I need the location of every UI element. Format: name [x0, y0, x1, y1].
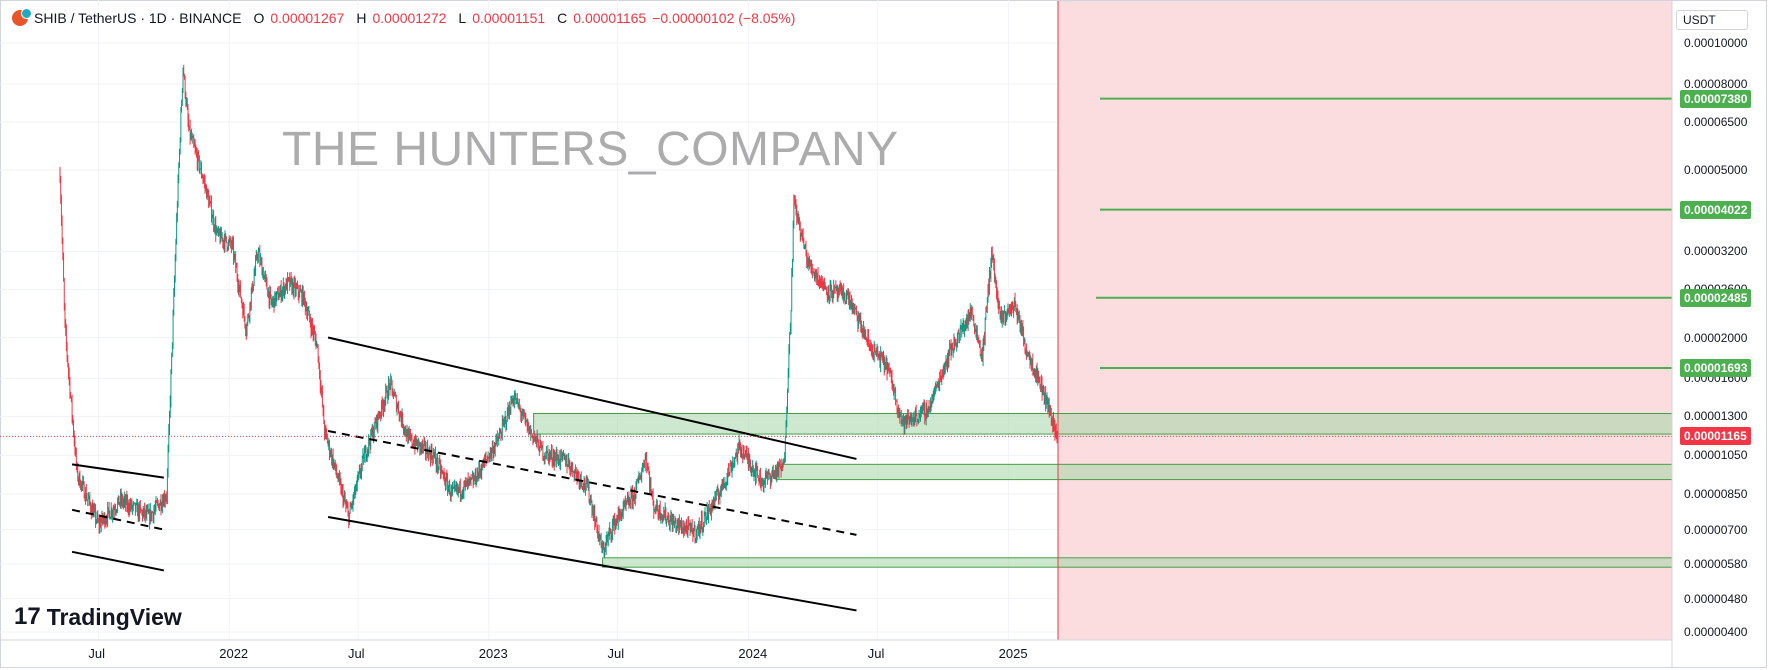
- future-zone: [1058, 1, 1672, 640]
- candles: [59, 64, 1058, 559]
- trendline: [71, 550, 165, 572]
- watermark-text: THE HUNTERS_COMPANY: [282, 123, 899, 176]
- current-price-tag: 0.00001165: [1680, 427, 1751, 446]
- trendlines: [71, 336, 857, 612]
- trendline: [71, 463, 164, 479]
- tradingview-logo-text: TradingView: [46, 603, 182, 630]
- symbol-legend: SHIB / TetherUS · 1D · BINANCE O 0.000012…: [12, 8, 796, 26]
- price-tick-label: 0.00008000: [1684, 76, 1748, 91]
- currency-selector[interactable]: USDT: [1676, 10, 1748, 30]
- price-tick-label: 0.00003200: [1684, 244, 1748, 259]
- tradingview-logo[interactable]: 17 TradingView: [14, 603, 182, 631]
- time-tick-label: Jul: [88, 646, 106, 661]
- symbol-title[interactable]: SHIB / TetherUS · 1D · BINANCE: [34, 10, 242, 26]
- support-zones: [533, 413, 1673, 568]
- low-value: 0.00001151: [472, 10, 546, 26]
- high-value: 0.00001272: [372, 10, 447, 26]
- price-tick-label: 0.00005000: [1684, 162, 1748, 177]
- support-zone: [602, 557, 1673, 568]
- trendline: [327, 515, 857, 612]
- price-tick-label: 0.00000400: [1684, 625, 1748, 639]
- trendline: [327, 429, 857, 536]
- target-price-tag: 0.00002485: [1680, 288, 1752, 307]
- price-tick-label: 0.00006500: [1684, 114, 1748, 129]
- support-zone: [776, 463, 1673, 481]
- price-tick-label: 0.00000580: [1684, 557, 1748, 571]
- open-label: O: [253, 10, 265, 26]
- price-tick-label: 0.00000480: [1684, 591, 1748, 606]
- open-value: 0.00001267: [270, 10, 345, 26]
- price-tick-label: 0.00000850: [1684, 487, 1748, 502]
- target-price-tag: 0.00004022: [1680, 200, 1752, 219]
- price-tick-label: 0.00001300: [1684, 409, 1748, 424]
- trendline: [327, 336, 857, 460]
- price-tick-label: 0.00002000: [1684, 330, 1748, 345]
- price-tick-label: 0.00000700: [1684, 522, 1748, 537]
- price-tick-label: 0.00001050: [1684, 448, 1748, 463]
- target-lines: [1096, 97, 1672, 369]
- shib-coin-icon: [12, 8, 32, 26]
- time-tick-label: Jul: [607, 646, 625, 661]
- price-tick-label: 0.00010000: [1684, 36, 1748, 50]
- time-tick-label: Jul: [867, 646, 885, 661]
- time-tick-label: 2023: [478, 646, 508, 661]
- tradingview-logo-icon: 17: [14, 603, 41, 630]
- time-tick-label: 2022: [219, 646, 249, 661]
- time-tick-label: 2024: [738, 646, 768, 661]
- close-label: C: [557, 10, 568, 26]
- trendline: [71, 508, 165, 531]
- target-price-tag: 0.00007380: [1680, 89, 1752, 108]
- low-label: L: [458, 10, 467, 26]
- close-value: 0.00001165: [573, 10, 647, 26]
- target-price-tag: 0.00001693: [1680, 358, 1752, 377]
- time-tick-label: 2025: [998, 646, 1028, 661]
- change-value: −0.00000102 (−8.05%): [652, 10, 796, 26]
- time-tick-label: Jul: [347, 646, 365, 661]
- high-label: H: [356, 10, 367, 26]
